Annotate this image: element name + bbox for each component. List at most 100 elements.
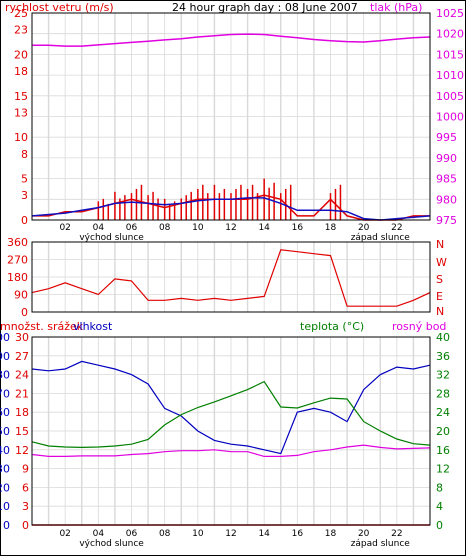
rain-axis-label: množst. srážek	[0, 320, 84, 333]
x1-hour-label: 08	[159, 223, 171, 233]
wind-tick-label: 13	[14, 106, 28, 119]
dir-label-w: W	[436, 256, 447, 269]
pressure-tick-label: 980	[436, 193, 457, 206]
x3-hour-label: 22	[391, 529, 402, 539]
humidity-tick-label: 0	[3, 519, 10, 532]
x3-hour-label: 16	[292, 529, 304, 539]
rain-tick-label: 6	[22, 481, 29, 494]
wind-tick-label: 23	[14, 24, 28, 37]
wind-tick-label: 0	[21, 214, 28, 227]
humidity-tick-label: 70	[0, 387, 10, 400]
wind-average-line	[31, 197, 431, 221]
x3-hour-label: 14	[258, 529, 270, 539]
temperature-tick-label: 12	[436, 463, 450, 476]
wind-direction-line	[31, 249, 431, 307]
humidity-line	[31, 360, 431, 455]
rain-tick-label: 18	[15, 406, 29, 419]
pressure-tick-label: 990	[436, 152, 457, 165]
x1-hour-label: 20	[358, 223, 370, 233]
humidity-tick-label: 40	[0, 444, 10, 457]
temperature-tick-label: 24	[436, 406, 450, 419]
pressure-tick-label: 1025	[436, 7, 464, 20]
wind-tick-label: 8	[21, 148, 28, 161]
sunrise-label-top: východ slunce	[79, 233, 144, 243]
direction-tick-label: 360	[7, 236, 28, 249]
x3-hour-label: 12	[225, 529, 236, 539]
pressure-tick-label: 1020	[436, 28, 464, 41]
x-axis-bottom: 02 04 06 08 10 12 14 16 18 20 22	[59, 529, 402, 539]
temperature-tick-label: 40	[436, 331, 450, 344]
direction-tick-label: 90	[14, 289, 28, 302]
wind-tick-label: 25	[14, 7, 28, 20]
humidity-tick-label: 50	[0, 425, 10, 438]
temperature-tick-label: 4	[436, 500, 443, 513]
x3-hour-label: 20	[358, 529, 370, 539]
sunrise-label-bottom: východ slunce	[79, 539, 144, 549]
x3-hour-label: 10	[192, 529, 204, 539]
rain-tick-label: 27	[15, 350, 29, 363]
rain-tick-label: 24	[15, 369, 29, 382]
wind-tick-label: 15	[14, 90, 28, 103]
direction-tick-label: 270	[7, 254, 28, 267]
pressure-tick-label: 1015	[436, 48, 464, 61]
pressure-tick-label: 1010	[436, 69, 464, 82]
pressure-line	[32, 33, 431, 47]
x3-hour-label: 18	[325, 529, 337, 539]
wind-pressure-panel: 0 3 5 8 10 13 15 18 20 23 25 975 980 985 990 995 1000 100…	[14, 7, 464, 227]
temperature-tick-label: 20	[436, 425, 450, 438]
x1-hour-label: 10	[192, 223, 204, 233]
humidity-temperature-panel: 0102030405060708090100036912151821242730…	[0, 331, 450, 532]
temperature-tick-label: 8	[436, 481, 443, 494]
rain-tick-label: 3	[22, 500, 29, 513]
temperature-line	[31, 380, 431, 449]
x3-hour-label: 02	[59, 529, 70, 539]
wind-tick-label: 3	[21, 189, 28, 202]
temperature-tick-label: 36	[436, 350, 450, 363]
temperature-tick-label: 16	[436, 444, 450, 457]
pressure-tick-label: 995	[436, 131, 457, 144]
humidity-tick-label: 10	[0, 500, 10, 513]
wind-tick-label: 20	[14, 48, 28, 61]
pressure-tick-label: 1005	[436, 90, 464, 103]
humidity-axis-label: vlhkost	[73, 320, 113, 333]
dir-label-s: S	[436, 273, 443, 286]
humidity-tick-label: 20	[0, 481, 10, 494]
humidity-tick-label: 100	[0, 331, 10, 344]
rain-tick-label: 30	[15, 331, 29, 344]
wind-tick-label: 18	[14, 65, 28, 78]
rain-tick-label: 21	[15, 387, 29, 400]
x1-hour-label: 22	[391, 223, 402, 233]
x1-hour-label: 16	[292, 223, 304, 233]
x1-hour-label: 02	[59, 223, 70, 233]
panel1-frame	[31, 12, 431, 221]
dir-label-n-top: N	[436, 238, 444, 251]
dewpoint-axis-label: rosný bod	[392, 320, 446, 333]
wind-axis-label: rychlost vetru (m/s)	[5, 1, 114, 14]
pressure-tick-label: 1000	[436, 111, 464, 124]
pressure-tick-label: 985	[436, 173, 457, 186]
rain-tick-label: 15	[15, 425, 29, 438]
humidity-tick-label: 60	[0, 406, 10, 419]
x1-hour-label: 14	[258, 223, 270, 233]
dir-label-e: E	[436, 290, 443, 303]
dewpoint-line	[31, 444, 431, 457]
temperature-axis-label: teplota (°C)	[300, 320, 364, 333]
sunset-label-top: západ slunce	[351, 233, 411, 243]
humidity-tick-label: 90	[0, 350, 10, 363]
rain-tick-label: 9	[22, 463, 29, 476]
x1-hour-label: 04	[93, 223, 105, 233]
panel3-frame	[31, 336, 431, 526]
temperature-tick-label: 32	[436, 369, 450, 382]
rain-tick-label: 0	[22, 519, 29, 532]
wind-tick-label: 10	[14, 131, 28, 144]
x3-hour-label: 04	[93, 529, 105, 539]
wind-direction-panel: 0 90 180 270 360 N W S E N	[7, 236, 447, 319]
panel2-frame	[31, 241, 431, 313]
wind-tick-label: 5	[21, 173, 28, 186]
dir-label-n-bottom: N	[436, 305, 444, 318]
pressure-tick-label: 975	[436, 214, 457, 227]
temperature-tick-label: 28	[436, 387, 450, 400]
